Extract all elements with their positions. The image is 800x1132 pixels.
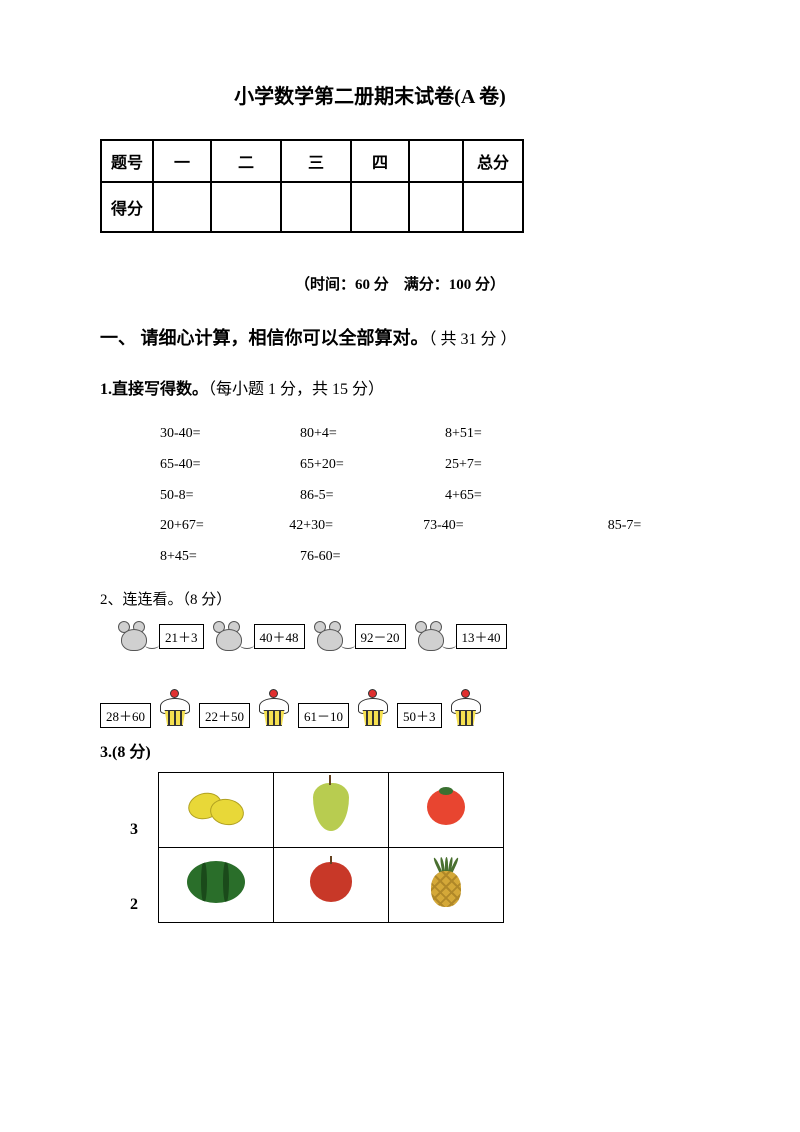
p-0-0: 30-40= xyxy=(160,419,300,450)
mouse-icon xyxy=(210,621,248,653)
th-2: 二 xyxy=(211,140,281,182)
cell-2 xyxy=(211,182,281,232)
expr-top-3: 13＋40 xyxy=(456,624,507,649)
cell-1 xyxy=(153,182,211,232)
q1-heading: 1.直接写得数。（每小题 1 分，共 15 分） xyxy=(100,375,700,399)
expr-bot-1: 22＋50 xyxy=(199,703,250,728)
p-1-2: 25+7= xyxy=(445,450,645,481)
section-1-heading: 一、 请细心计算，相信你可以全部算对。（ 共 31 分 ） xyxy=(100,324,700,350)
p-1-1: 65+20= xyxy=(300,450,445,481)
row-label: 得分 xyxy=(101,182,153,232)
q3-heading: 3.(8 分) xyxy=(100,738,700,762)
prob-row-0: 30-40= 80+4= 8+51= xyxy=(160,419,700,450)
p-0-1: 80+4= xyxy=(300,419,445,450)
prob-row-2: 50-8= 86-5= 4+65= xyxy=(160,481,700,512)
th-1: 一 xyxy=(153,140,211,182)
apple-icon xyxy=(310,862,352,902)
tomato-icon xyxy=(427,789,465,825)
watermelon-icon xyxy=(187,861,245,903)
fruit-cell-tomato xyxy=(389,772,504,847)
cupcake-icon xyxy=(256,688,292,728)
fruit-row-1 xyxy=(159,847,504,922)
q3-row-labels: 3 2 xyxy=(130,772,138,922)
fruit-table xyxy=(158,772,504,923)
pineapple-icon xyxy=(429,857,463,907)
expr-top-0: 21＋3 xyxy=(159,624,204,649)
fruit-cell-pear xyxy=(274,772,389,847)
time-info: （时间：60 分 满分：100 分） xyxy=(100,273,700,294)
p-3-2: 73-40= xyxy=(423,511,608,542)
p-2-2: 4+65= xyxy=(445,481,645,512)
score-table: 题号 一 二 三 四 总分 得分 xyxy=(100,139,524,233)
cupcake-icon xyxy=(355,688,391,728)
p-2-0: 50-8= xyxy=(160,481,300,512)
p-3-0: 20+67= xyxy=(160,511,289,542)
cupcake-icon xyxy=(448,688,484,728)
mouse-icon xyxy=(115,621,153,653)
expr-bot-3: 50＋3 xyxy=(397,703,442,728)
p-0-2: 8+51= xyxy=(445,419,645,450)
prob-row-3: 20+67= 42+30= 73-40= 85-7= xyxy=(160,511,700,542)
p-1-0: 65-40= xyxy=(160,450,300,481)
q2-bottom-row: 28＋60 22＋50 61－10 50＋3 xyxy=(100,688,700,728)
pear-icon xyxy=(313,783,349,831)
th-6: 总分 xyxy=(463,140,523,182)
mouse-icon xyxy=(311,621,349,653)
cell-3 xyxy=(281,182,351,232)
fruit-row-0 xyxy=(159,772,504,847)
expr-top-2: 92－20 xyxy=(355,624,406,649)
p-3-3: 85-7= xyxy=(608,511,700,542)
cell-4 xyxy=(351,182,409,232)
p-3-1: 42+30= xyxy=(289,511,423,542)
fruit-cell-lemons xyxy=(159,772,274,847)
fruit-cell-watermelon xyxy=(159,847,274,922)
cell-5 xyxy=(409,182,463,232)
expr-top-1: 40＋48 xyxy=(254,624,305,649)
prob-row-1: 65-40= 65+20= 25+7= xyxy=(160,450,700,481)
fruit-cell-pineapple xyxy=(389,847,504,922)
th-3: 三 xyxy=(281,140,351,182)
prob-row-4: 8+45= 76-60= xyxy=(160,542,700,573)
expr-bot-0: 28＋60 xyxy=(100,703,151,728)
cupcake-icon xyxy=(157,688,193,728)
q2-top-row: 21＋3 40＋48 92－20 13＋40 xyxy=(115,621,700,653)
p-4-0: 8+45= xyxy=(160,542,300,573)
mouse-icon xyxy=(412,621,450,653)
lemon-icon xyxy=(186,785,246,830)
row-label-0: 3 xyxy=(130,792,138,867)
q3-fruit-section: 3 2 xyxy=(130,772,700,923)
p-2-1: 86-5= xyxy=(300,481,445,512)
section-1-text: 一、 请细心计算，相信你可以全部算对。 xyxy=(100,328,429,348)
exam-title: 小学数学第二册期末试卷(A 卷) xyxy=(40,80,700,109)
p-4-1: 76-60= xyxy=(300,542,445,573)
section-1-points: （ 共 31 分 ） xyxy=(429,331,517,348)
q1-heading-rest: （每小题 1 分，共 15 分） xyxy=(208,381,384,398)
q1-problems: 30-40= 80+4= 8+51= 65-40= 65+20= 25+7= 5… xyxy=(160,419,700,573)
row-label-1: 2 xyxy=(130,867,138,942)
score-header-row: 题号 一 二 三 四 总分 xyxy=(101,140,523,182)
th-4: 四 xyxy=(351,140,409,182)
q1-heading-bold: 1.直接写得数。 xyxy=(100,381,208,398)
fruit-cell-apple xyxy=(274,847,389,922)
score-value-row: 得分 xyxy=(101,182,523,232)
expr-bot-2: 61－10 xyxy=(298,703,349,728)
th-5 xyxy=(409,140,463,182)
q2-heading: 2、连连看。（8 分） xyxy=(100,588,700,609)
cell-6 xyxy=(463,182,523,232)
th-0: 题号 xyxy=(101,140,153,182)
